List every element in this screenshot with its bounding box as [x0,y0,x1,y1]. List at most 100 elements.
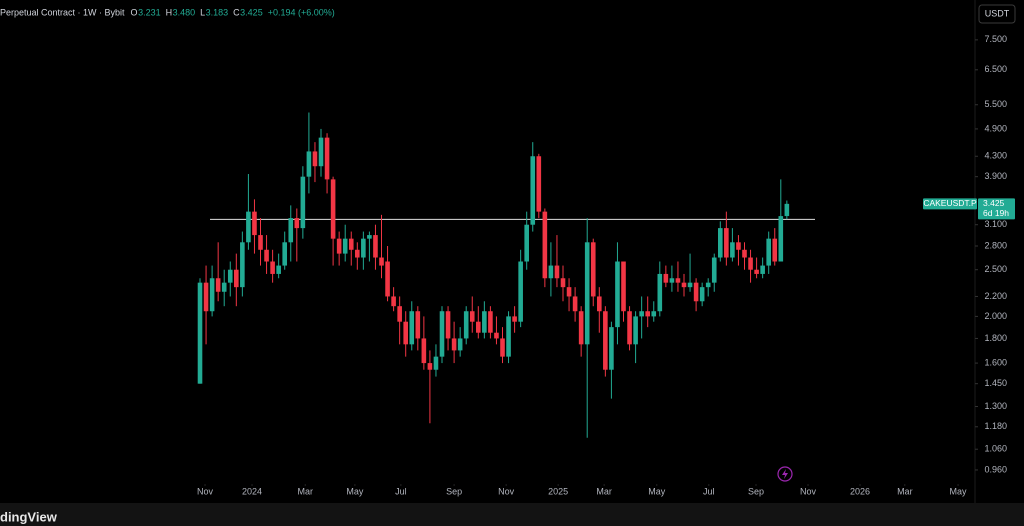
candle-body [379,257,384,266]
candle-body [240,242,245,288]
countdown-label: 6d 19h [983,208,1009,218]
x-tick-label: 2026 [850,486,870,496]
candle-body [355,249,360,258]
x-tick-label: 2024 [242,486,262,496]
header-text: O [131,7,138,17]
candle-body [669,278,675,283]
y-tick-label: 2.500 [984,264,1007,274]
candle-body [578,311,584,345]
candle-body [385,261,390,297]
candle-body [548,265,554,279]
candle-body [730,242,735,258]
candle-body [494,332,499,339]
candle-body [603,311,608,370]
candle-body [234,269,239,288]
candle-body [597,296,602,312]
candle-body [711,257,717,283]
candle-body [542,211,548,279]
candle-body [663,273,669,283]
x-tick-label: May [950,486,968,496]
x-tick-label: Mar [596,486,612,496]
event-icon[interactable] [777,466,793,482]
candle-body [312,151,318,167]
x-tick-label: Nov [197,486,214,496]
header-text: +0.194 (+6.00%) [268,7,335,17]
candle-body [760,265,765,274]
candle-body [451,338,457,351]
candle-body [215,278,221,292]
y-tick-label: 1.600 [984,357,1007,367]
candle-body [536,156,542,212]
candle-body [264,249,269,262]
candle-body [336,238,342,254]
candle-body [500,338,505,357]
candle-body [373,235,378,258]
candle-body [482,311,487,333]
header-text: 3.231 [138,7,161,17]
candle-body [463,311,469,339]
y-tick-label: 5.500 [984,99,1007,109]
candle-body [427,363,433,370]
x-tick-label: 2025 [548,486,568,496]
candle-body [639,311,644,317]
candle-body [476,321,481,333]
candle-body [615,261,620,328]
candle-body [681,282,687,288]
y-tick-label: 2.800 [984,240,1007,250]
candle-body [391,296,396,307]
candle-body [633,316,638,345]
footer-logo: dingView [0,509,58,524]
candle-body [584,242,590,345]
header-text: H [166,7,173,17]
candle-body [246,211,251,243]
candle-body [518,261,523,322]
candle-body [754,269,759,274]
header-text: 3.183 [206,7,229,17]
candle-body [742,249,747,258]
candle-body [512,316,517,322]
y-tick-label: 1.450 [984,378,1007,388]
candle-body [687,282,693,288]
candle-body [227,269,233,283]
candle-body [367,235,372,239]
y-tick-label: 2.000 [984,311,1007,321]
y-tick-label: 0.960 [984,464,1007,474]
candle-body [566,287,572,297]
x-tick-label: Sep [446,486,462,496]
x-tick-label: Mar [298,486,314,496]
candle-body [203,282,209,312]
candle-body [270,261,275,274]
candle-body [197,282,203,384]
candle-body [506,316,511,357]
candle-body [736,242,741,250]
candle-body [530,156,536,225]
currency-button-label[interactable]: USDT [985,8,1010,18]
y-tick-label: 3.100 [984,219,1007,229]
event-icon-bolt [782,469,788,479]
last-price-label: 3.425 [983,198,1005,208]
x-tick-label: Sep [748,486,764,496]
candle-body [488,311,493,333]
candle-body [221,282,227,292]
candle-body [209,278,215,312]
candle-body [330,179,336,239]
candle-body [294,218,300,229]
candle-body [445,311,451,339]
candle-body [748,257,753,270]
y-tick-label: 1.300 [984,401,1007,411]
footer-bar [0,503,1024,526]
candle-body [306,151,312,177]
y-tick-label: 6.500 [984,64,1007,74]
candle-body [469,311,475,322]
candle-body [560,278,566,288]
y-tick-label: 4.900 [984,123,1007,133]
candle-body [361,238,366,258]
candle-body [693,282,699,302]
candle-body [627,311,632,345]
candle-body [318,137,324,167]
candle-body [252,211,257,236]
y-tick-label: 1.800 [984,333,1007,343]
y-tick-label: 7.500 [984,34,1007,44]
currency-button[interactable] [978,4,1016,24]
